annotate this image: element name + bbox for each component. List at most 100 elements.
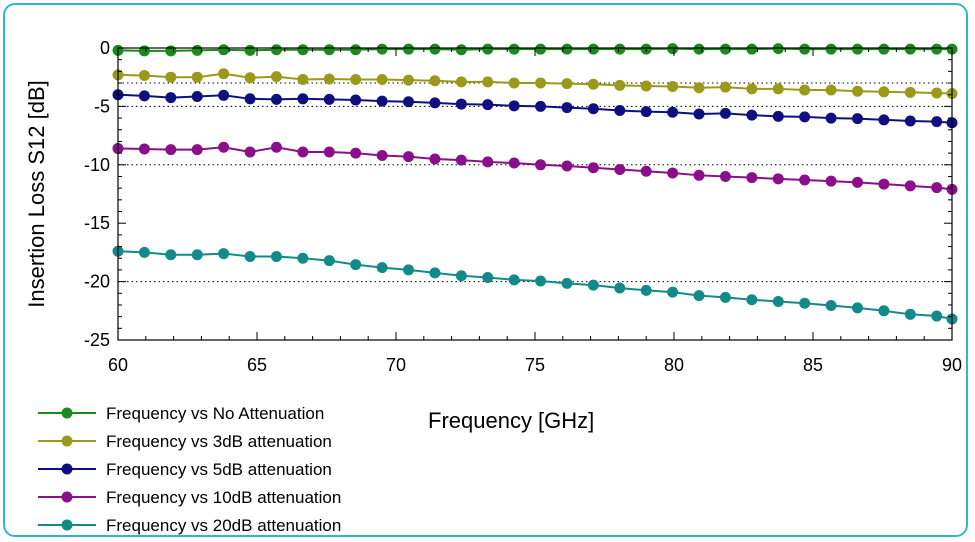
data-point xyxy=(799,174,811,186)
data-point xyxy=(244,146,256,158)
data-point xyxy=(561,43,573,55)
data-point xyxy=(878,86,890,98)
data-point xyxy=(904,308,916,320)
data-point xyxy=(693,169,705,181)
data-point xyxy=(640,284,652,296)
data-point xyxy=(482,43,494,55)
data-point xyxy=(851,113,863,125)
series-4 xyxy=(112,141,958,195)
data-point xyxy=(614,282,626,294)
x-tick-label: 65 xyxy=(247,355,267,375)
legend-item: Frequency vs No Attenuation xyxy=(38,404,324,423)
data-point xyxy=(376,43,388,55)
data-point xyxy=(244,72,256,84)
data-point xyxy=(693,43,705,55)
data-point xyxy=(165,144,177,156)
data-point xyxy=(376,149,388,161)
data-point xyxy=(772,83,784,95)
data-point xyxy=(455,44,467,56)
data-point xyxy=(851,302,863,314)
data-point xyxy=(482,272,494,284)
data-point xyxy=(799,43,811,55)
y-tick-label: -15 xyxy=(84,213,110,233)
data-point xyxy=(904,43,916,55)
legend-marker xyxy=(61,435,73,447)
data-point xyxy=(535,43,547,55)
data-point xyxy=(270,250,282,262)
data-point xyxy=(218,68,230,80)
data-point xyxy=(323,44,335,56)
data-point xyxy=(429,153,441,165)
data-point xyxy=(587,103,599,115)
data-point xyxy=(878,178,890,190)
data-point xyxy=(191,71,203,83)
data-point xyxy=(508,43,520,55)
data-point xyxy=(878,305,890,317)
legend-marker xyxy=(61,407,73,419)
legend-marker xyxy=(61,463,73,475)
data-point xyxy=(403,74,415,86)
data-point xyxy=(165,249,177,261)
data-point xyxy=(825,84,837,96)
data-point xyxy=(297,44,309,56)
data-point xyxy=(561,277,573,289)
data-point xyxy=(297,252,309,264)
data-point xyxy=(218,248,230,260)
data-point xyxy=(931,87,943,99)
data-point xyxy=(323,73,335,85)
y-axis-label: Insertion Loss S12 [dB] xyxy=(24,80,49,307)
x-tick-label: 60 xyxy=(108,355,128,375)
series-2 xyxy=(112,68,958,100)
data-point xyxy=(693,82,705,94)
data-point xyxy=(138,143,150,155)
data-point xyxy=(904,115,916,127)
data-point xyxy=(746,294,758,306)
data-point xyxy=(218,44,230,56)
legend-label: Frequency vs 3dB attenuation xyxy=(106,432,332,451)
data-point xyxy=(746,83,758,95)
data-point xyxy=(535,159,547,171)
data-point xyxy=(640,165,652,177)
y-tick-label: -10 xyxy=(84,155,110,175)
data-point xyxy=(719,43,731,55)
data-point xyxy=(719,107,731,119)
data-point xyxy=(138,90,150,102)
data-point xyxy=(719,81,731,93)
data-point xyxy=(429,75,441,87)
data-point xyxy=(482,99,494,111)
data-point xyxy=(851,43,863,55)
data-point xyxy=(350,259,362,271)
data-point xyxy=(799,111,811,123)
data-point xyxy=(587,279,599,291)
data-point xyxy=(270,93,282,105)
data-point xyxy=(429,43,441,55)
data-point xyxy=(614,104,626,116)
data-point xyxy=(270,141,282,153)
data-point xyxy=(614,163,626,175)
data-point xyxy=(904,180,916,192)
data-point xyxy=(693,108,705,120)
data-point xyxy=(614,79,626,91)
data-point xyxy=(587,162,599,174)
legend-item: Frequency vs 10dB attenuation xyxy=(38,488,341,507)
data-point xyxy=(561,78,573,90)
legend-label: Frequency vs 20dB attenuation xyxy=(106,516,341,535)
data-point xyxy=(719,291,731,303)
data-point xyxy=(323,255,335,267)
legend-label: Frequency vs 5dB attenuation xyxy=(106,460,332,479)
x-tick-label: 75 xyxy=(525,355,545,375)
data-point xyxy=(931,116,943,128)
data-point xyxy=(191,249,203,261)
data-point xyxy=(191,144,203,156)
data-point xyxy=(561,102,573,114)
data-point xyxy=(244,44,256,56)
data-point xyxy=(138,45,150,57)
data-point xyxy=(825,175,837,187)
data-point xyxy=(640,106,652,118)
x-tick-label: 70 xyxy=(386,355,406,375)
x-tick-label: 80 xyxy=(664,355,684,375)
data-point xyxy=(931,182,943,194)
data-point xyxy=(482,156,494,168)
legend-item: Frequency vs 20dB attenuation xyxy=(38,516,341,535)
data-point xyxy=(878,114,890,126)
